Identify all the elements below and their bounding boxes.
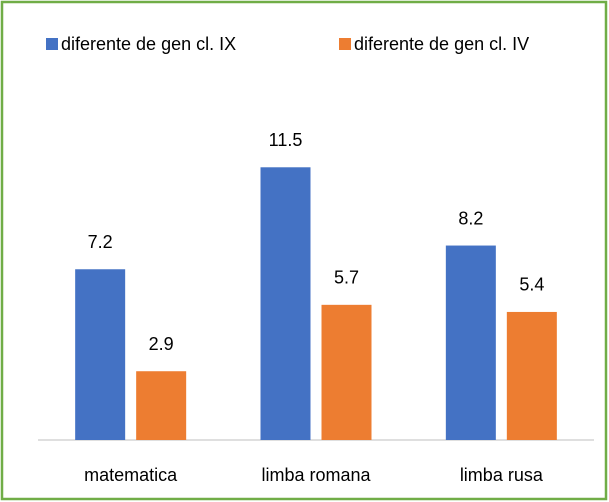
x-tick-label: limba rusa [460,465,544,485]
bar [506,311,557,440]
legend-label: diferente de gen cl. IV [354,34,529,54]
legend-swatch [339,38,351,50]
value-label: 8.2 [458,208,483,228]
value-label: 5.4 [519,275,544,295]
bar [75,269,126,440]
bar [260,167,311,441]
x-tick-label: limba romana [261,465,371,485]
bar [136,371,187,440]
bar [321,304,372,440]
value-label: 7.2 [88,232,113,252]
legend-label: diferente de gen cl. IX [61,34,236,54]
x-tick-label: matematica [84,465,178,485]
value-label: 5.7 [334,268,359,288]
value-label: 2.9 [149,334,174,354]
value-label: 11.5 [269,130,303,150]
legend-swatch [46,38,58,50]
bar [445,245,496,440]
